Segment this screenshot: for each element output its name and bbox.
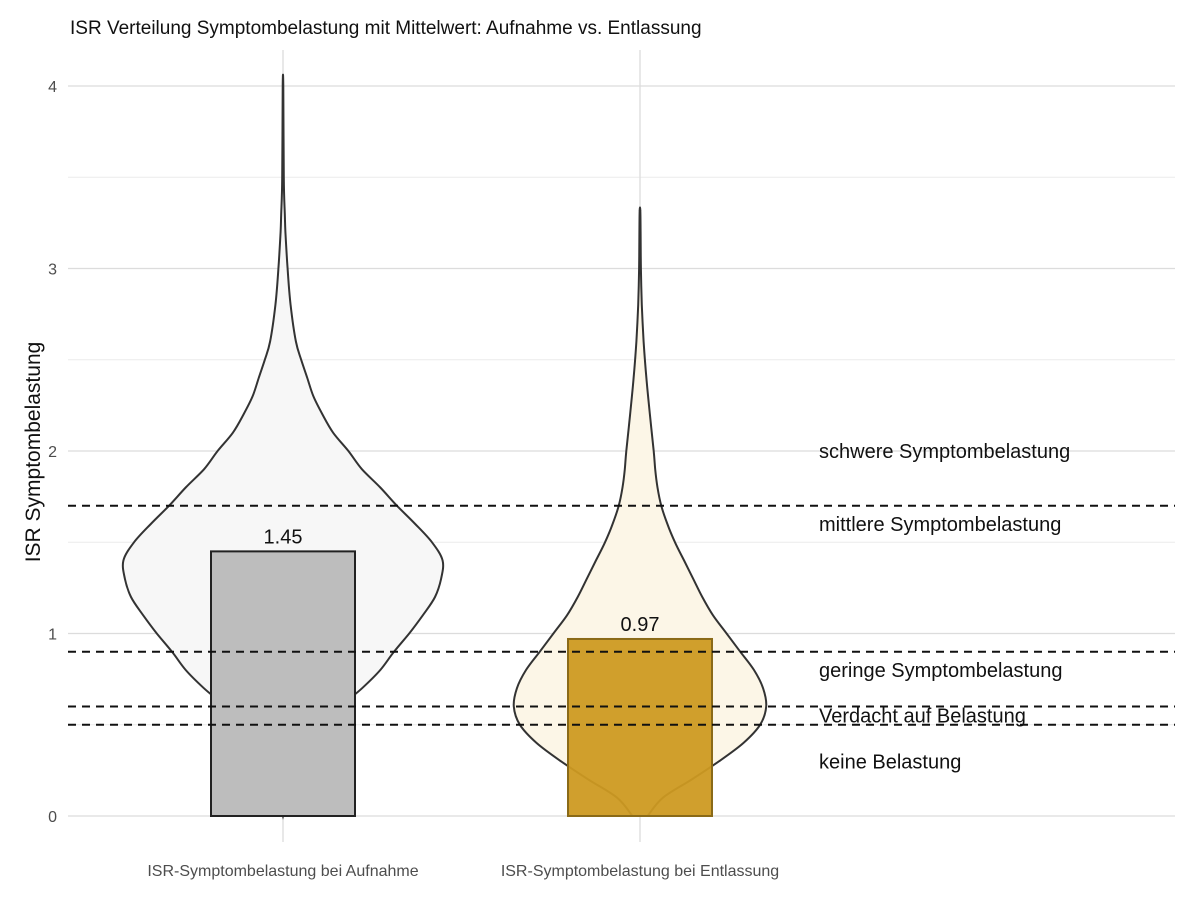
x-tick-label: ISR-Symptombelastung bei Entlassung <box>501 863 779 880</box>
threshold-layer <box>68 504 1175 726</box>
y-tick-label: 4 <box>48 79 57 96</box>
zone-annotation: Verdacht auf Belastung <box>819 706 1026 728</box>
bar-layer: 1.45 0.97 <box>210 526 713 817</box>
bar-value-label: 1.45 <box>264 526 303 548</box>
y-tick-label: 0 <box>48 809 57 826</box>
x-tick-label: ISR-Symptombelastung bei Aufnahme <box>147 863 418 880</box>
zone-annotation: keine Belastung <box>819 751 961 773</box>
chart-title: ISR Verteilung Symptombelastung mit Mitt… <box>70 18 702 39</box>
bar-value-label: 0.97 <box>621 614 660 636</box>
label-layer: schwere Symptombelastung mittlere Symptom… <box>147 441 1070 880</box>
zone-annotation: mittlere Symptombelastung <box>819 514 1061 536</box>
y-tick-label: 3 <box>48 262 57 279</box>
bar <box>567 637 713 817</box>
y-tick-label: 1 <box>48 627 57 644</box>
bar <box>210 550 356 817</box>
y-tick-label: 2 <box>48 444 57 461</box>
zone-annotation: geringe Symptombelastung <box>819 660 1062 682</box>
y-axis-label: ISR Symptombelastung <box>22 342 45 563</box>
zone-annotation: schwere Symptombelastung <box>819 441 1070 463</box>
violin-shape <box>121 73 445 820</box>
